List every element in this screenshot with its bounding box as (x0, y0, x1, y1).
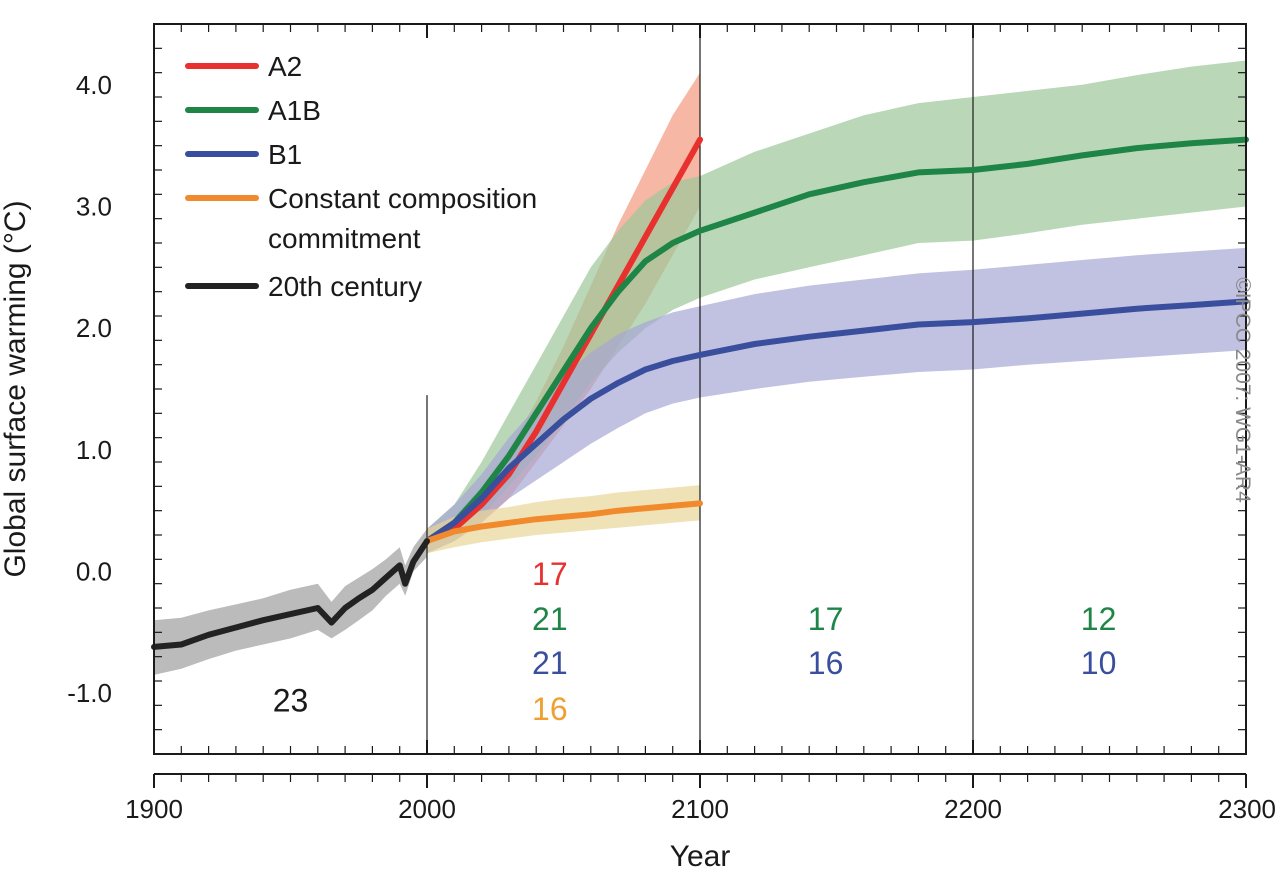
y-tick-label: -1.0 (67, 678, 112, 708)
model-count-labels: 23 17 21 21 16 17 16 12 10 (273, 556, 1117, 727)
legend-label-a2: A2 (268, 51, 302, 82)
line-a1b (424, 136, 1249, 545)
model-count-label: 12 (1081, 601, 1117, 637)
axis-ticks (153, 23, 1247, 788)
band-20th-century (154, 528, 427, 675)
legend-label-a1b: A1B (268, 95, 321, 126)
legend-label-b1: B1 (268, 139, 302, 170)
line-constant-composition-commitment (424, 500, 703, 545)
model-count-label: 21 (532, 645, 568, 681)
line-20th-century (151, 538, 430, 650)
legend-label-20th-century: 20th century (268, 271, 422, 302)
y-tick-label: 3.0 (76, 192, 112, 222)
x-tick-label: 2300 (1218, 794, 1276, 824)
copyright-notice: ©IPCC 2007: WG1-AR4 (1231, 277, 1254, 503)
y-tick-label: 4.0 (76, 70, 112, 100)
line-b1 (424, 298, 1249, 545)
x-tick-label: 2200 (944, 794, 1002, 824)
y-tick-label: 1.0 (76, 435, 112, 465)
tick-labels: 1900 2000 2100 2200 2300 -1.0 0.0 1.0 2.0 3.0 4.0 (67, 70, 1276, 824)
y-tick-label: 2.0 (76, 313, 112, 343)
model-count-label: 21 (532, 601, 568, 637)
model-count-label: 16 (808, 645, 844, 681)
x-axis-title: Year (670, 840, 731, 869)
model-count-label: 17 (532, 556, 568, 592)
series-lines (151, 136, 1249, 650)
model-count-label: 23 (273, 682, 309, 718)
x-tick-label: 1900 (125, 794, 183, 824)
legend-label-constant-composition-commitment: Constant composition (268, 183, 537, 214)
x-tick-label: 2100 (671, 794, 729, 824)
legend: A2 A1B B1 Constant composition commitment 20t… (185, 51, 537, 302)
y-tick-label: 0.0 (76, 557, 112, 587)
band-b1 (427, 247, 1246, 554)
band-a1b (427, 60, 1246, 554)
legend-label-constant-composition-commitment: commitment (268, 223, 421, 254)
model-count-label: 16 (532, 691, 568, 727)
model-count-label: 17 (808, 601, 844, 637)
y-axis-title: Global surface warming (°C) (0, 200, 32, 577)
band-a2 (427, 72, 700, 554)
line-a2 (424, 136, 703, 545)
model-count-label: 10 (1081, 645, 1117, 681)
x-tick-label: 2000 (398, 794, 456, 824)
